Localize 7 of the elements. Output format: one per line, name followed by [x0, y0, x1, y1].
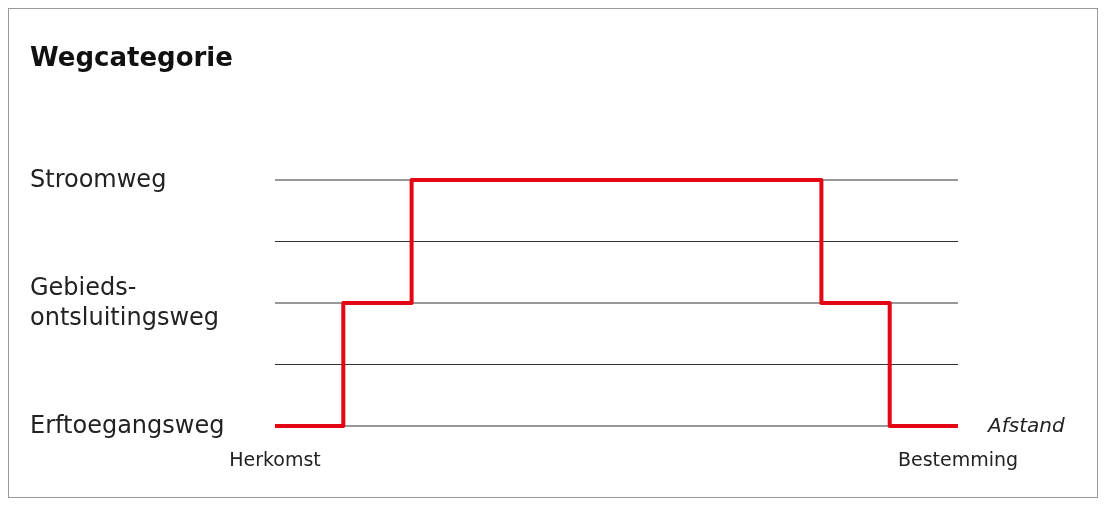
- x-axis-title: Afstand: [986, 412, 1065, 437]
- text: Gebieds- ontsluitingsweg: [30, 273, 220, 331]
- x-tick-label: Bestemming: [897, 448, 1019, 470]
- x-tick-label: Herkomst: [229, 448, 321, 470]
- text: Erftoegangsweg: [30, 411, 225, 439]
- chart-title: Wegcategorie: [30, 42, 233, 72]
- text: Stroomweg: [30, 165, 167, 193]
